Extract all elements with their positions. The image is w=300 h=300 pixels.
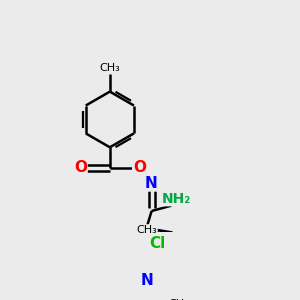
Text: Cl: Cl: [149, 236, 166, 251]
Text: CH₃: CH₃: [168, 299, 189, 300]
Text: N: N: [144, 176, 157, 191]
Text: NH₂: NH₂: [162, 192, 191, 206]
Text: O: O: [74, 160, 87, 175]
Text: CH₃: CH₃: [136, 225, 157, 235]
Text: CH₃: CH₃: [100, 63, 120, 73]
Text: N: N: [141, 273, 154, 288]
Text: O: O: [133, 160, 146, 175]
